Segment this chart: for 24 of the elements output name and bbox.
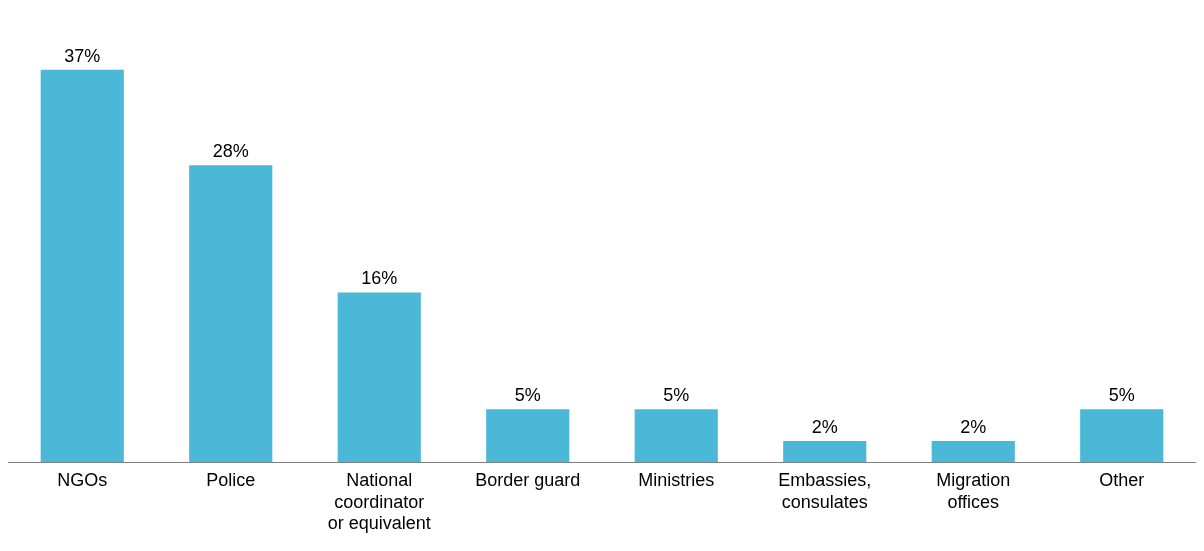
bar [783, 440, 867, 463]
bar [931, 440, 1015, 463]
x-tick-label: Other [1099, 469, 1145, 490]
x-tick-label: Embassies, consulates [778, 469, 872, 512]
x-tick-label: NGOs [57, 469, 108, 490]
bar [634, 409, 718, 463]
data-label: 5% [1108, 385, 1135, 406]
bar [486, 409, 570, 463]
bar [189, 165, 273, 463]
bar [337, 292, 421, 463]
x-tick-label: Border guard [475, 469, 581, 490]
data-label: 5% [663, 385, 690, 406]
data-label: 28% [212, 141, 249, 162]
bar [1080, 409, 1164, 463]
data-label: 2% [960, 416, 987, 437]
data-label: 37% [64, 45, 101, 66]
data-label: 16% [361, 268, 398, 289]
bar [40, 69, 124, 463]
x-tick-label: National coordinator or equivalent [327, 469, 431, 534]
data-label: 2% [811, 416, 838, 437]
x-tick-label: Migration offices [936, 469, 1011, 512]
x-tick-label: Ministries [638, 469, 715, 490]
x-tick-label: Police [206, 469, 256, 490]
data-label: 5% [514, 385, 541, 406]
